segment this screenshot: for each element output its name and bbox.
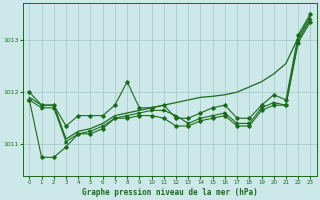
X-axis label: Graphe pression niveau de la mer (hPa): Graphe pression niveau de la mer (hPa) [82,188,258,197]
